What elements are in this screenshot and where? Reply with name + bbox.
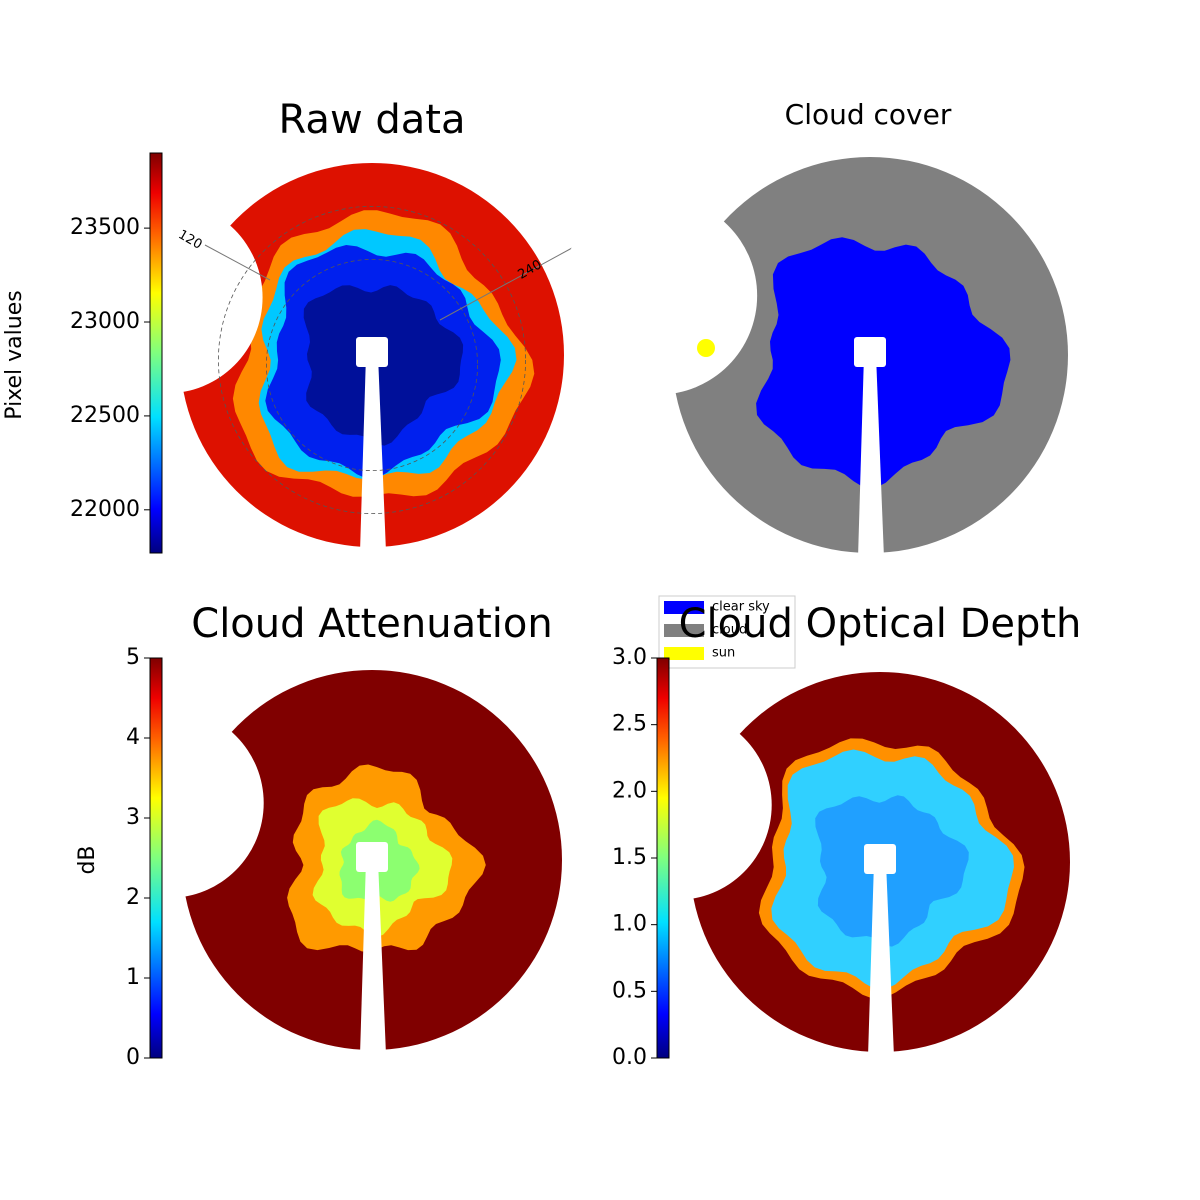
colorbar-tick-label: 3	[126, 805, 140, 830]
colorbar-label: dB	[75, 845, 100, 874]
colorbar-tick-label: 1.0	[612, 912, 647, 937]
mast-top	[356, 337, 388, 367]
colorbar-tick-label: 5	[126, 645, 140, 670]
colorbar	[149, 657, 163, 1059]
colorbar	[149, 152, 163, 554]
mast-mask	[360, 860, 386, 1055]
colorbar-tick-label: 23000	[70, 309, 140, 334]
colorbar-label: Pixel values	[2, 290, 27, 419]
colorbar-tick-label: 0	[126, 1045, 140, 1070]
sky-image	[73, 670, 562, 1055]
sky-image	[581, 672, 1070, 1057]
azimuth-line	[204, 244, 271, 281]
legend-label: cloud	[712, 623, 747, 638]
colorbar-tick-label: 1	[126, 965, 140, 990]
horizon-mask	[70, 201, 263, 394]
mast-mask	[868, 862, 894, 1057]
colorbar-tick-label: 1.5	[612, 845, 647, 870]
elevation-ring	[217, 205, 527, 515]
horizon-mask	[73, 708, 264, 898]
colorbar-tick-label: 0.0	[612, 1045, 647, 1070]
panel-title: Raw data	[279, 97, 466, 143]
legend-label: sun	[712, 646, 735, 661]
mast-mask	[858, 355, 884, 558]
panel-title: Cloud Attenuation	[191, 601, 552, 647]
colorbar-tick-label: 4	[126, 725, 140, 750]
colorbar	[656, 657, 670, 1059]
colorbar-tick-label: 2.0	[612, 778, 647, 803]
legend-swatch	[664, 601, 704, 614]
colorbar-tick-label: 2	[126, 885, 140, 910]
mast-top	[356, 842, 388, 872]
sun-marker	[697, 339, 715, 357]
mast-mask	[360, 355, 386, 552]
colorbar-tick-label: 22500	[70, 403, 140, 428]
panel-title: Cloud Optical Depth	[679, 601, 1082, 647]
colorbar-tick-label: 2.5	[612, 712, 647, 737]
colorbar-tick-label: 3.0	[612, 645, 647, 670]
horizon-mask	[581, 710, 772, 900]
mast-top	[854, 337, 886, 367]
horizon-mask	[559, 196, 758, 395]
mast-top	[864, 844, 896, 874]
legend-swatch	[664, 624, 704, 637]
colorbar-tick-label: 0.5	[612, 978, 647, 1003]
panel-title: Cloud cover	[785, 98, 952, 131]
elevation-ring	[265, 258, 478, 471]
legend-swatch	[664, 647, 704, 660]
azimuth-line	[439, 247, 573, 321]
colorbar-tick-label: 22000	[70, 497, 140, 522]
legend-label: clear sky	[712, 600, 770, 615]
colorbar-tick-label: 23500	[70, 215, 140, 240]
